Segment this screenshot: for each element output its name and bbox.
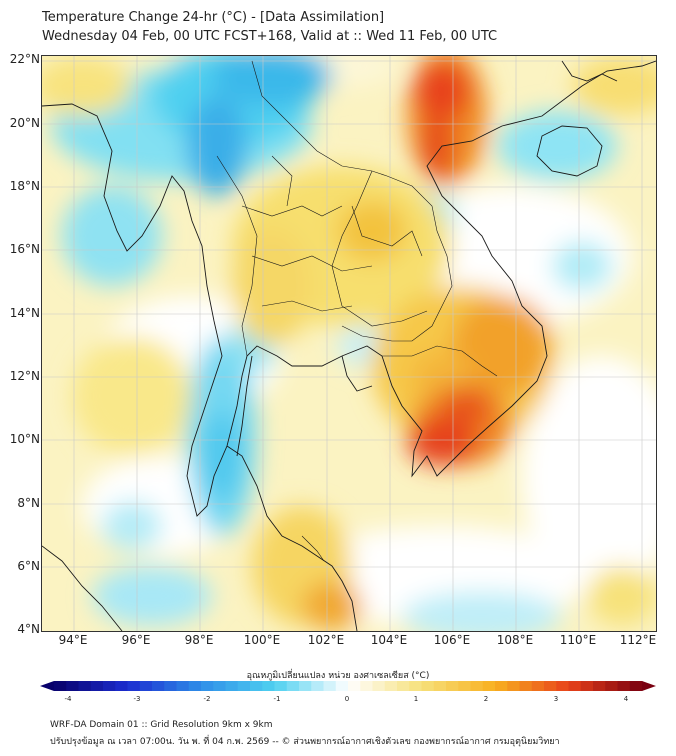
colorbar-cell	[299, 681, 312, 691]
colorbar-tick: -4	[64, 695, 72, 703]
colorbar-cell	[225, 681, 239, 691]
colorbar-cell	[262, 681, 275, 691]
lon-label: 106°E	[433, 633, 471, 647]
footer-model-info: WRF-DA Domain 01 :: Grid Resolution 9km …	[50, 720, 273, 730]
lon-label: 94°E	[58, 633, 88, 647]
lat-label: 4°N	[17, 622, 40, 636]
map-subtitle: Wednesday 04 Feb, 00 UTC FCST+168, Valid…	[42, 29, 498, 44]
colorbar-cell	[458, 681, 471, 691]
colorbar-cell	[617, 681, 631, 691]
graticule	[42, 56, 656, 631]
temperature-field	[42, 56, 656, 631]
lat-label: 14°N	[9, 306, 40, 320]
lat-label: 8°N	[17, 496, 40, 510]
colorbar-tick: 0	[344, 695, 350, 703]
colorbar-cell	[372, 681, 386, 691]
colorbar-tick: -1	[273, 695, 281, 703]
colorbar-cell	[323, 681, 337, 691]
lon-label: 102°E	[307, 633, 345, 647]
political-borders	[216, 60, 498, 562]
colorbar-cell	[593, 681, 606, 691]
map-title: Temperature Change 24-hr (°C) - [Data As…	[42, 10, 385, 25]
colorbar-cell	[164, 681, 177, 691]
colorbar-cell	[409, 681, 422, 691]
lat-label: 16°N	[9, 242, 40, 256]
colorbar-cell	[580, 681, 594, 691]
colorbar-cell	[421, 681, 435, 691]
colorbar-cell	[201, 681, 214, 691]
colorbar-cell	[139, 681, 153, 691]
colorbar-cell	[90, 681, 104, 691]
colorbar-cell	[78, 681, 92, 691]
colorbar-cell	[384, 681, 398, 691]
colorbar-min-arrow	[40, 681, 54, 691]
colorbar-cell	[127, 681, 141, 691]
colorbar-cell	[237, 681, 251, 691]
lon-label: 112°E	[619, 633, 657, 647]
colorbar-cell	[360, 681, 373, 691]
lon-label: 110°E	[559, 633, 597, 647]
colorbar-cell	[188, 681, 202, 691]
colorbar-cell	[250, 681, 263, 691]
lat-label: 12°N	[9, 369, 40, 383]
colorbar-cell	[176, 681, 190, 691]
colorbar-tick: -3	[133, 695, 141, 703]
colorbar-cell	[495, 681, 508, 691]
colorbar-tick: -2	[203, 695, 211, 703]
colorbar-cell	[348, 681, 361, 691]
colorbar-label: อุณหภูมิเปลี่ยนแปลง หน่วย องศาเซลเซียส (…	[246, 671, 430, 681]
colorbar-cell	[286, 681, 300, 691]
colorbar-cell	[433, 681, 447, 691]
colorbar-tick: 2	[483, 695, 489, 703]
temperature-change-map	[41, 55, 657, 632]
colorbar-max-arrow	[642, 681, 656, 691]
lon-label: 100°E	[243, 633, 281, 647]
colorbar-cell	[213, 681, 226, 691]
colorbar-cell	[556, 681, 569, 691]
colorbar-cell	[335, 681, 349, 691]
colorbar-cell	[274, 681, 288, 691]
colorbar	[40, 681, 656, 691]
colorbar-cell	[605, 681, 618, 691]
lat-label: 18°N	[9, 179, 40, 193]
lat-label: 20°N	[9, 116, 40, 130]
colorbar-cell	[519, 681, 533, 691]
colorbar-cell	[446, 681, 459, 691]
coastlines	[42, 60, 656, 631]
colorbar-tick: 4	[623, 695, 629, 703]
lat-label: 6°N	[17, 559, 40, 573]
lon-label: 96°E	[121, 633, 151, 647]
footer-credit: ปรับปรุงข้อมูล ณ เวลา 07:00น. วัน พ. ที่…	[50, 737, 560, 747]
map-canvas	[42, 56, 656, 631]
colorbar-cell	[544, 681, 557, 691]
colorbar-cell	[152, 681, 165, 691]
colorbar-cell	[531, 681, 545, 691]
colorbar-cell	[629, 681, 643, 691]
colorbar-cell	[507, 681, 520, 691]
colorbar-cell	[482, 681, 496, 691]
colorbar-cell	[54, 681, 67, 691]
colorbar-cell	[66, 681, 79, 691]
colorbar-cell	[115, 681, 128, 691]
colorbar-cell	[311, 681, 324, 691]
lat-label: 22°N	[9, 52, 40, 66]
lon-label: 104°E	[370, 633, 408, 647]
colorbar-tick: 3	[553, 695, 559, 703]
lon-label: 98°E	[184, 633, 214, 647]
lon-label: 108°E	[496, 633, 534, 647]
colorbar-tick: 1	[413, 695, 419, 703]
lat-label: 10°N	[9, 432, 40, 446]
colorbar-cell	[568, 681, 582, 691]
colorbar-cell	[470, 681, 484, 691]
colorbar-cell	[397, 681, 410, 691]
colorbar-cell	[103, 681, 116, 691]
